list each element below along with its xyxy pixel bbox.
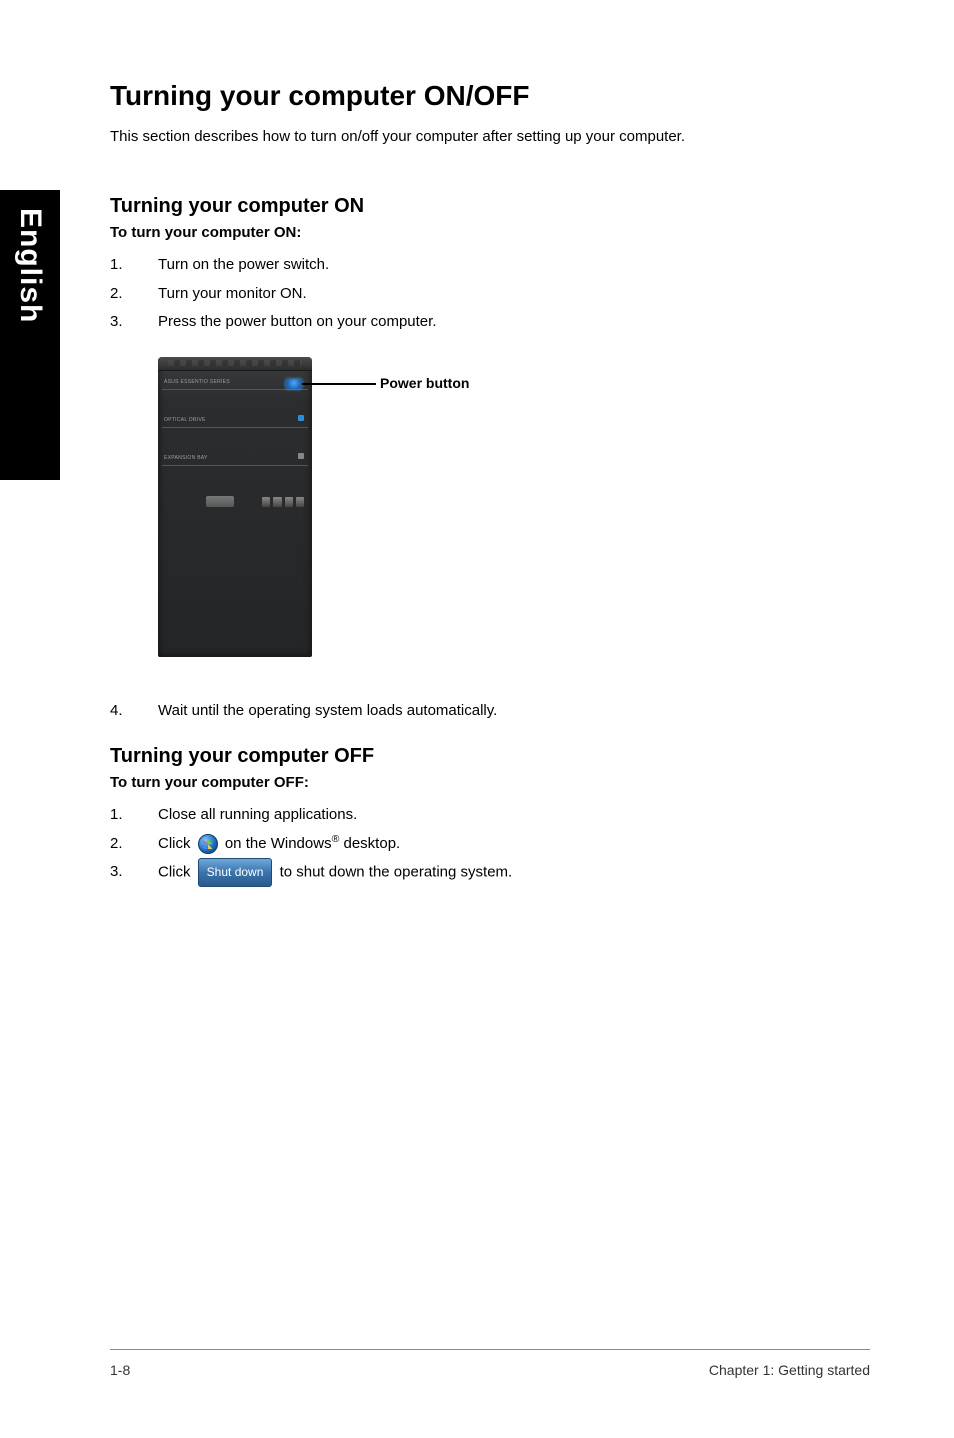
section-off-sub: To turn your computer OFF: [110,774,870,791]
section-on-heading: Turning your computer ON [110,195,870,218]
list-item: 2. Click on the Windows® desktop. [110,830,870,859]
intro-text: This section describes how to turn on/of… [110,126,870,147]
logo-icon [206,496,234,507]
page-footer: 1-8 Chapter 1: Getting started [110,1349,870,1378]
on-steps-list: 1.Turn on the power switch. 2.Turn your … [110,251,870,337]
section-off: Turning your computer OFF To turn your c… [110,745,870,887]
computer-tower: ASUS ESSENTIO SERIES OPTICAL DRIVE EXPAN… [158,357,312,657]
list-item: 4.Wait until the operating system loads … [110,697,870,726]
eject-button-icon [298,415,304,421]
section-off-heading: Turning your computer OFF [110,745,870,768]
tower-brand-label: ASUS ESSENTIO SERIES [164,379,230,387]
front-ports [262,497,304,507]
eject-button-icon [298,453,304,459]
power-button-callout: Power button [380,375,469,391]
tower-optical-label: OPTICAL DRIVE [164,417,206,425]
list-item: 3.Press the power button on your compute… [110,308,870,337]
language-label: English [13,208,47,323]
windows-start-icon [198,834,218,854]
step2-pre: Click [158,835,195,852]
section-on-sub: To turn your computer ON: [110,224,870,241]
list-item: 2.Turn your monitor ON. [110,280,870,309]
language-tab: English [0,190,60,480]
step2-end: desktop. [339,835,400,852]
callout-line [302,383,376,385]
list-item: 1.Turn on the power switch. [110,251,870,280]
off-steps-list: 1.Close all running applications. 2. Cli… [110,801,870,887]
list-item: 1.Close all running applications. [110,801,870,830]
step3-post: to shut down the operating system. [280,863,513,880]
computer-figure: ASUS ESSENTIO SERIES OPTICAL DRIVE EXPAN… [158,357,870,667]
on-steps-list-cont: 4.Wait until the operating system loads … [110,697,870,726]
power-button-icon [286,379,302,389]
tower-expansion-label: EXPANSION BAY [164,455,208,463]
page-number: 1-8 [110,1362,130,1378]
page-title: Turning your computer ON/OFF [110,80,870,112]
shutdown-button-icon: Shut down [198,858,273,887]
step3-pre: Click [158,863,195,880]
page-content: Turning your computer ON/OFF This sectio… [110,80,870,907]
chapter-label: Chapter 1: Getting started [709,1362,870,1378]
step2-post: on the Windows [225,835,332,852]
list-item: 3. Click Shut down to shut down the oper… [110,858,870,887]
